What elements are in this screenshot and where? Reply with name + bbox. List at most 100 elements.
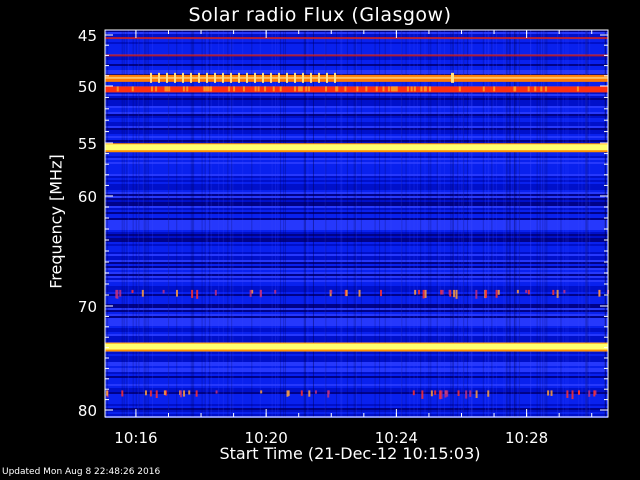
spot — [588, 390, 591, 397]
spot — [475, 289, 478, 299]
band-speckle — [131, 86, 134, 92]
heatmap-row — [105, 174, 608, 176]
heatmap-streak — [304, 30, 306, 417]
band-speckle — [335, 86, 338, 92]
band-speckle — [203, 86, 206, 92]
heatmap-row — [105, 154, 608, 156]
spot — [214, 289, 217, 296]
spot — [249, 289, 252, 297]
heatmap-streak — [283, 30, 285, 417]
heatmap-row — [105, 336, 608, 338]
spot — [195, 390, 198, 397]
heatmap-row — [105, 44, 608, 46]
heatmap-streak — [251, 30, 253, 417]
band-speckle — [155, 86, 158, 92]
heatmap-row — [105, 168, 608, 170]
band-speckle — [534, 86, 537, 92]
heatmap-row — [105, 152, 608, 154]
spot — [162, 289, 165, 294]
heatmap-streak — [492, 30, 494, 417]
heatmap-streak — [453, 30, 455, 417]
yellow-band — [105, 144, 608, 151]
band-speckle — [254, 86, 257, 92]
heatmap-row — [105, 56, 608, 58]
heatmap-row — [105, 106, 608, 108]
heatmap-row — [105, 220, 608, 222]
heatmap-row — [105, 238, 608, 240]
heatmap-streak — [589, 30, 591, 417]
heatmap-row — [105, 68, 608, 70]
spot — [455, 289, 458, 299]
heatmap-streak — [335, 30, 337, 417]
heatmap-streak — [190, 30, 192, 417]
heatmap-row — [105, 222, 608, 224]
spot — [422, 289, 425, 299]
spot — [421, 390, 424, 399]
heatmap-row — [105, 244, 608, 246]
heatmap-streak — [132, 30, 134, 417]
spot — [598, 289, 601, 297]
burst-tick — [174, 72, 176, 83]
heatmap-row — [105, 308, 608, 310]
heatmap-streak — [137, 30, 139, 417]
band-speckle — [186, 86, 189, 92]
band-speckle — [365, 86, 368, 92]
heatmap-streak — [471, 30, 473, 417]
heatmap-row — [105, 104, 608, 106]
heatmap-row — [105, 134, 608, 136]
heatmap-streak — [312, 30, 314, 417]
heatmap-streak — [509, 30, 511, 417]
spot — [497, 289, 500, 295]
spot — [251, 289, 254, 294]
heatmap-row — [105, 66, 608, 68]
heatmap-row — [105, 182, 608, 184]
heatmap-streak — [192, 30, 194, 417]
heatmap-row — [105, 386, 608, 388]
heatmap-row — [105, 92, 608, 94]
heatmap-row — [105, 338, 608, 340]
band-speckle — [544, 86, 547, 92]
burst-tick — [302, 72, 304, 83]
heatmap-row — [105, 94, 608, 96]
spot — [327, 390, 330, 395]
spot — [594, 390, 597, 395]
heatmap-streak — [176, 30, 178, 417]
heatmap-row — [105, 70, 608, 72]
heatmap-row — [105, 278, 608, 280]
heatmap-row — [105, 284, 608, 286]
spot — [412, 390, 415, 396]
heatmap-row — [105, 312, 608, 314]
heatmap-row — [105, 140, 608, 142]
heatmap-streak — [585, 30, 587, 417]
heatmap-row — [105, 122, 608, 124]
heatmap-row — [105, 304, 608, 306]
spot — [418, 289, 421, 295]
heatmap-row — [105, 212, 608, 214]
heatmap-streak — [604, 30, 606, 417]
spot — [430, 390, 433, 397]
heatmap-streak — [560, 30, 562, 417]
spot — [465, 390, 468, 399]
heatmap-row — [105, 164, 608, 166]
orange-band-core — [105, 76, 608, 79]
heatmap-row — [105, 352, 608, 354]
spot — [525, 289, 528, 293]
heatmap-row — [105, 126, 608, 128]
heatmap-row — [105, 382, 608, 384]
spot — [175, 289, 178, 297]
heatmap-row — [105, 296, 608, 298]
spot — [260, 390, 263, 394]
burst-tick — [206, 72, 208, 83]
heatmap-row — [105, 214, 608, 216]
heatmap-row — [105, 376, 608, 378]
heatmap-row — [105, 356, 608, 358]
heatmap-streak — [539, 30, 541, 417]
heatmap-streak — [437, 30, 439, 417]
spot — [191, 289, 194, 298]
heatmap-streak — [242, 30, 244, 417]
band-speckle — [493, 86, 496, 92]
heatmap-row — [105, 276, 608, 278]
heatmap-streak — [452, 30, 454, 417]
red-emission-row — [105, 54, 608, 57]
spot — [141, 289, 144, 297]
